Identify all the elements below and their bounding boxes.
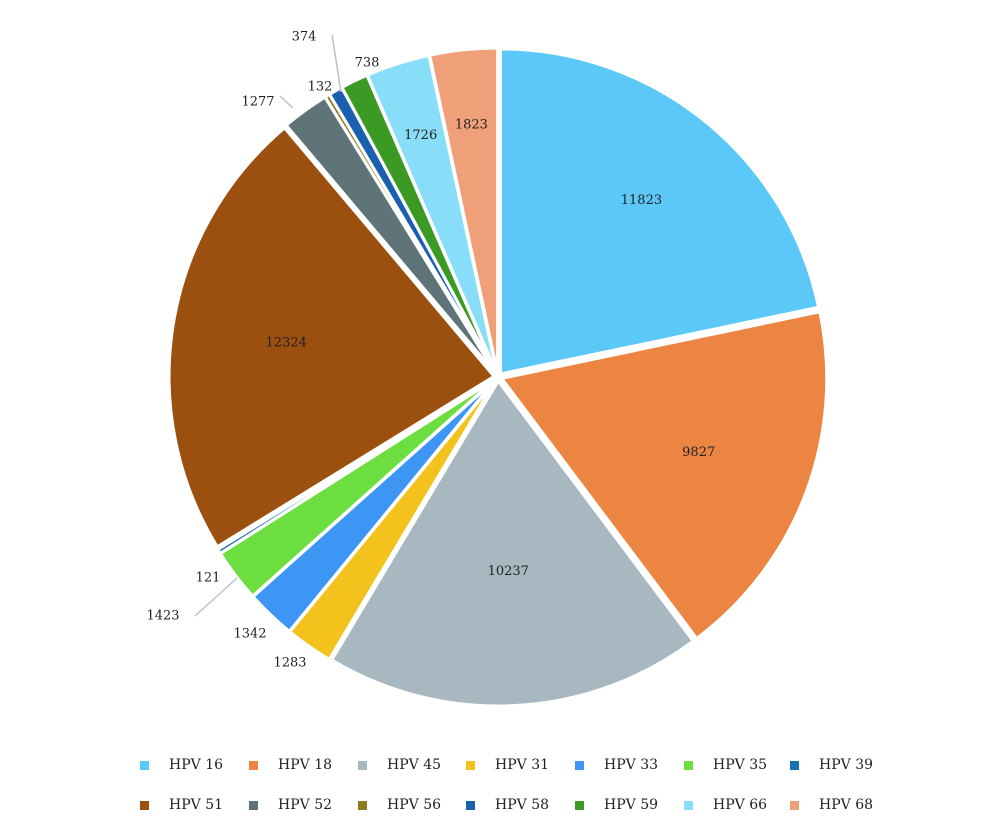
data-label-hpv-33: 1342 [233,627,266,642]
data-label-hpv-58: 374 [292,30,317,45]
pie-slice-hpv-66 [365,53,499,374]
data-label-hpv-45: 10237 [488,564,529,579]
pie-slice-hpv-39 [215,377,496,556]
leader-line-hpv-58 [331,34,342,93]
data-label-hpv-18: 9827 [682,445,715,460]
data-label-hpv-68: 1823 [455,117,488,132]
data-label-hpv-59: 738 [355,56,380,71]
data-label-hpv-52: 1277 [241,95,274,110]
pie-slice-hpv-51 [167,125,497,549]
pie-slice-hpv-16 [499,47,821,376]
data-label-hpv-66: 1726 [404,128,437,143]
data-label-hpv-56: 132 [308,80,333,95]
leader-line-hpv-52 [279,95,294,109]
data-labels: 1823 11823 9827 10237 1283 1342 1423 121 12324 12… [146,30,715,671]
leader-lines [194,34,342,617]
data-label-hpv-31: 1283 [273,656,306,671]
pie-slice-hpv-18 [499,309,829,641]
data-label-hpv-51: 12324 [266,335,307,350]
data-label-hpv-35: 1423 [146,609,179,624]
data-label-hpv-16: 11823 [621,193,662,208]
pie-slice-hpv-45 [329,378,696,708]
data-label-hpv-39: 121 [196,571,221,586]
pie-slices [167,46,829,708]
leader-line-hpv-35 [194,577,238,617]
